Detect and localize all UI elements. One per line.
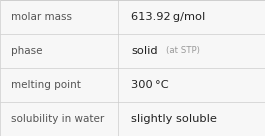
Text: 300 °C: 300 °C (131, 80, 169, 90)
Text: solubility in water: solubility in water (11, 114, 104, 124)
Text: melting point: melting point (11, 80, 81, 90)
Text: molar mass: molar mass (11, 12, 72, 22)
Text: 613.92 g/mol: 613.92 g/mol (131, 12, 205, 22)
Text: slightly soluble: slightly soluble (131, 114, 217, 124)
Text: solid: solid (131, 46, 158, 56)
Text: phase: phase (11, 46, 42, 56)
Text: (at STP): (at STP) (166, 47, 200, 55)
